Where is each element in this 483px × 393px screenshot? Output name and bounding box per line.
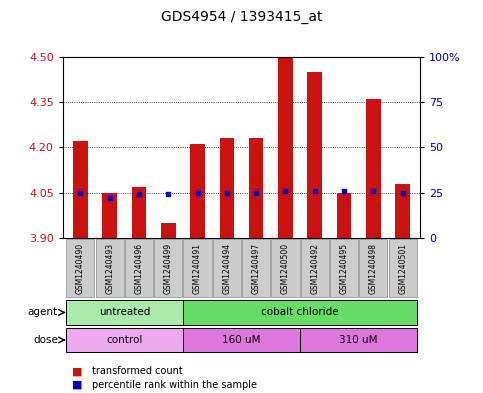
Bar: [301, 239, 329, 298]
Bar: [66, 328, 183, 352]
Text: GSM1240497: GSM1240497: [252, 242, 261, 294]
Text: ■: ■: [72, 366, 83, 376]
Point: [311, 187, 319, 194]
Bar: [366, 99, 381, 238]
Text: GSM1240493: GSM1240493: [105, 242, 114, 294]
Bar: [337, 193, 351, 238]
Point: [135, 191, 143, 198]
Bar: [213, 239, 241, 298]
Point: [164, 191, 172, 198]
Bar: [220, 138, 234, 238]
Text: control: control: [106, 335, 142, 345]
Bar: [96, 239, 124, 298]
Bar: [183, 328, 300, 352]
Bar: [278, 57, 293, 238]
Text: 310 uM: 310 uM: [340, 335, 378, 345]
Bar: [388, 239, 417, 298]
Text: cobalt chloride: cobalt chloride: [261, 307, 339, 318]
Text: transformed count: transformed count: [92, 366, 183, 376]
Bar: [184, 239, 212, 298]
Bar: [73, 141, 88, 238]
Bar: [300, 328, 417, 352]
Text: percentile rank within the sample: percentile rank within the sample: [92, 380, 257, 390]
Point: [282, 187, 289, 194]
Text: GSM1240499: GSM1240499: [164, 242, 173, 294]
Bar: [154, 239, 182, 298]
Bar: [183, 300, 417, 325]
Text: GSM1240491: GSM1240491: [193, 243, 202, 294]
Text: GDS4954 / 1393415_at: GDS4954 / 1393415_at: [161, 10, 322, 24]
Bar: [125, 239, 153, 298]
Point: [76, 189, 84, 196]
Bar: [249, 138, 263, 238]
Text: agent: agent: [28, 307, 58, 318]
Text: GSM1240490: GSM1240490: [76, 242, 85, 294]
Bar: [242, 239, 270, 298]
Point: [340, 187, 348, 194]
Bar: [359, 239, 387, 298]
Point: [369, 187, 377, 194]
Text: GSM1240495: GSM1240495: [340, 242, 349, 294]
Bar: [271, 239, 299, 298]
Bar: [307, 72, 322, 238]
Bar: [395, 184, 410, 238]
Bar: [66, 239, 95, 298]
Text: GSM1240492: GSM1240492: [310, 243, 319, 294]
Point: [399, 189, 407, 196]
Text: untreated: untreated: [99, 307, 150, 318]
Text: dose: dose: [33, 335, 58, 345]
Bar: [132, 187, 146, 238]
Text: 160 uM: 160 uM: [222, 335, 261, 345]
Point: [106, 195, 114, 201]
Text: GSM1240494: GSM1240494: [222, 242, 231, 294]
Bar: [161, 223, 176, 238]
Text: GSM1240501: GSM1240501: [398, 243, 407, 294]
Point: [252, 189, 260, 196]
Point: [223, 189, 231, 196]
Text: GSM1240496: GSM1240496: [134, 242, 143, 294]
Text: GSM1240500: GSM1240500: [281, 242, 290, 294]
Text: ■: ■: [72, 380, 83, 390]
Point: [194, 189, 201, 196]
Bar: [66, 300, 183, 325]
Bar: [330, 239, 358, 298]
Bar: [190, 144, 205, 238]
Bar: [102, 193, 117, 238]
Text: GSM1240498: GSM1240498: [369, 243, 378, 294]
